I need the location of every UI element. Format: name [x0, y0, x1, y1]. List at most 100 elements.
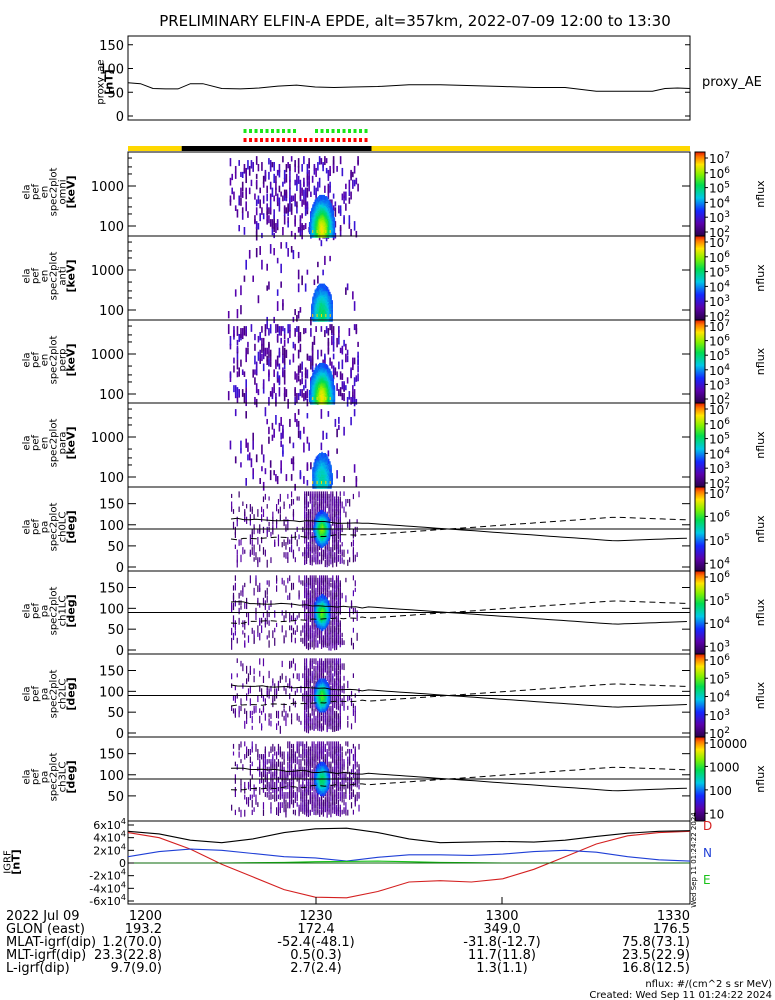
- spectrogram-cell: [324, 547, 326, 556]
- spectrogram-cell: [341, 345, 344, 355]
- spectrogram-cell: [294, 531, 296, 540]
- spectrogram-cell: [313, 335, 316, 345]
- spectrogram-cell: [324, 196, 327, 201]
- spectrogram-cell: [285, 207, 288, 214]
- spectrogram-cell: [305, 559, 308, 564]
- spectrogram-cell: [238, 600, 240, 606]
- spectrogram-cell: [333, 385, 336, 390]
- spectrogram-cell: [320, 452, 322, 457]
- spectrogram-cell: [280, 191, 282, 197]
- spectrogram-cell: [324, 364, 327, 369]
- spectrogram-cell: [262, 658, 265, 667]
- spectrogram-cell: [320, 314, 322, 317]
- spectrogram-cell: [253, 668, 255, 675]
- spectrogram-cell: [285, 389, 288, 398]
- spectrogram-cell: [303, 426, 305, 434]
- spectrogram-cell: [322, 283, 324, 288]
- spectrogram-cell: [283, 685, 285, 691]
- spectrogram-cell: [317, 580, 319, 589]
- spectrogram-cell: [330, 493, 332, 502]
- spectrogram-cell: [330, 549, 332, 557]
- spectrogram-cell: [238, 607, 240, 615]
- spectrogram-cell: [315, 640, 317, 648]
- spectrogram-cell: [299, 343, 302, 353]
- spectrogram-cell: [236, 673, 238, 678]
- spectrogram-cell: [332, 353, 335, 360]
- spectrogram-cell: [289, 164, 291, 171]
- spectrogram-cell: [337, 539, 340, 548]
- spectrogram-cell: [326, 365, 329, 370]
- spectrogram-omni: [229, 156, 359, 242]
- spectrogram-cell: [324, 506, 326, 514]
- spectrogram-cell: [268, 158, 270, 165]
- red-mark: [364, 138, 368, 142]
- spectrogram-cell: [259, 357, 261, 364]
- spectrogram-cell: [272, 630, 274, 639]
- panel-frame: [127, 319, 691, 404]
- spectrogram-cell: [324, 284, 327, 289]
- spectrogram-cell: [283, 193, 286, 201]
- day-bar: [371, 146, 690, 151]
- spectrogram-cell: [250, 324, 253, 332]
- spectrogram-cell: [304, 678, 306, 684]
- spectrogram-cell: [289, 693, 291, 700]
- spectrogram-cell: [336, 470, 338, 479]
- spectrogram-cell: [282, 195, 284, 202]
- spectrogram-cell: [332, 341, 335, 352]
- spectrogram-cell: [324, 627, 326, 635]
- spectrogram-cell: [298, 496, 300, 501]
- spectrogram-cell: [259, 349, 261, 359]
- spectrogram-cell: [339, 585, 341, 593]
- spectrogram-cell: [332, 630, 334, 638]
- spectrogram-cell: [332, 371, 335, 380]
- spectrogram-cell: [307, 552, 310, 558]
- spectrogram-cell: [335, 491, 338, 498]
- spectrogram-cell: [243, 275, 246, 282]
- spectrogram-cell: [321, 451, 323, 456]
- spectrogram-cell: [283, 635, 285, 644]
- spectrogram-cell: [353, 324, 356, 331]
- spectrogram-cell: [298, 715, 300, 722]
- spectrogram-cell: [330, 612, 332, 619]
- spectrogram-cell: [304, 630, 306, 637]
- spectrogram-cell: [343, 559, 345, 565]
- spectrogram-cell: [332, 554, 334, 563]
- spectrogram-cell: [319, 632, 321, 639]
- spectrogram-cell: [343, 381, 345, 391]
- spectrogram-cell: [275, 723, 278, 730]
- spectrogram-cell: [303, 442, 305, 453]
- spectrogram-cell: [328, 557, 330, 563]
- spectrogram-cell: [330, 605, 332, 612]
- spectrogram-cell: [294, 630, 296, 635]
- spectrogram-cell: [328, 199, 330, 204]
- spectrogram-cell: [310, 212, 312, 217]
- spectrogram-cell: [357, 355, 359, 366]
- spectrogram-cell: [249, 504, 251, 512]
- spectrogram-cell: [304, 516, 306, 522]
- spectrogram-cell: [255, 221, 258, 230]
- spectrogram-cell: [316, 365, 319, 370]
- spectrogram-cell: [296, 201, 298, 208]
- spectrogram-cell: [280, 326, 282, 336]
- spectrogram-cell: [279, 514, 281, 521]
- spectrogram-cell: [290, 544, 293, 553]
- spectrogram-cell: [343, 215, 345, 224]
- spectrogram-cell: [271, 434, 274, 441]
- spectrogram-cell: [307, 542, 310, 549]
- spectrogram-cell: [264, 590, 266, 598]
- spectrogram-cell: [255, 383, 258, 394]
- spectrogram-cell: [327, 183, 330, 194]
- spectrogram-cell: [312, 314, 314, 317]
- spectrogram-cell: [283, 355, 286, 365]
- spectrogram-cell: [323, 595, 325, 600]
- spectrogram-cell: [315, 326, 317, 333]
- spectrogram-cell: [234, 582, 236, 591]
- spectrogram-cell: [236, 516, 238, 522]
- spectrogram-cell: [325, 397, 327, 400]
- spectrogram-cell: [278, 347, 281, 358]
- spectrogram-cell: [296, 615, 298, 620]
- spectrogram-cell: [315, 592, 317, 600]
- spectrogram-cell: [352, 179, 354, 189]
- spectrogram-cell: [301, 389, 303, 398]
- spectrogram-cell: [285, 242, 288, 249]
